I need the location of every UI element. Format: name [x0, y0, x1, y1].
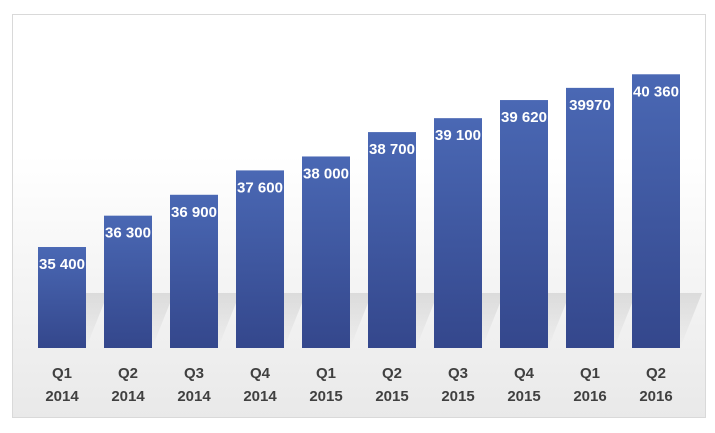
- bar: [566, 87, 614, 349]
- x-tick-label-year: 2015: [441, 388, 474, 405]
- x-tick-label-year: 2015: [309, 388, 342, 405]
- bars: [38, 74, 680, 349]
- bar: [632, 74, 680, 349]
- x-tick-label-quarter: Q1: [580, 365, 600, 382]
- x-tick-label-year: 2016: [573, 388, 606, 405]
- x-tick-label-quarter: Q4: [514, 365, 535, 382]
- bar: [170, 194, 218, 348]
- data-label: 38 700: [369, 141, 415, 158]
- bar: [368, 132, 416, 348]
- x-tick-label-quarter: Q3: [448, 365, 468, 382]
- bar: [104, 215, 152, 348]
- data-label: 35 400: [39, 256, 85, 273]
- x-tick-label-quarter: Q1: [52, 365, 72, 382]
- data-label: 38 000: [303, 165, 349, 182]
- data-label: 39 620: [501, 109, 547, 126]
- x-tick-label-year: 2014: [111, 388, 145, 405]
- bar: [236, 170, 284, 348]
- bar: [302, 156, 350, 348]
- data-label: 39970: [569, 97, 611, 114]
- x-tick-label-year: 2015: [375, 388, 408, 405]
- x-tick-label-quarter: Q4: [250, 365, 271, 382]
- x-tick-label-quarter: Q2: [646, 365, 666, 382]
- data-label: 40 360: [633, 83, 679, 100]
- data-label: 36 300: [105, 225, 151, 242]
- x-tick-label-quarter: Q2: [382, 365, 402, 382]
- x-tick-label-quarter: Q3: [184, 365, 204, 382]
- x-tick-label-year: 2014: [243, 388, 277, 405]
- data-label: 37 600: [237, 179, 283, 196]
- x-axis-tick-labels: Q1 2014 Q2 2014 Q3 2014 Q4 2014 Q1 2015 Q2 2015 Q3 20…: [45, 365, 672, 405]
- x-tick-label-year: 2015: [507, 388, 540, 405]
- data-labels: 35 400 36 300 36 900 37 600 38 000 38 700 39 1…: [39, 83, 679, 273]
- x-tick-label-quarter: Q1: [316, 365, 336, 382]
- bar: [38, 247, 86, 348]
- data-label: 39 100: [435, 127, 481, 144]
- x-tick-label-year: 2014: [177, 388, 211, 405]
- x-tick-label-year: 2014: [45, 388, 79, 405]
- bar: [500, 100, 548, 348]
- bar: [434, 118, 482, 348]
- data-label: 36 900: [171, 204, 217, 221]
- x-tick-label-quarter: Q2: [118, 365, 138, 382]
- x-tick-label-year: 2016: [639, 388, 672, 405]
